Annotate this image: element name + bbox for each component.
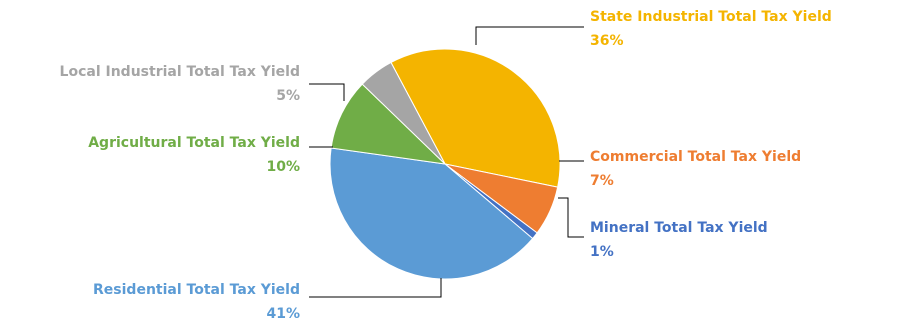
label-mineral: Mineral Total Tax Yield <box>590 220 768 236</box>
leader-line-mineral <box>558 197 584 238</box>
leader-line-residential <box>309 278 442 298</box>
leader-line-local-industrial <box>309 83 345 101</box>
pct-agricultural: 10% <box>266 159 300 175</box>
pct-residential: 41% <box>266 306 300 322</box>
pct-commercial: 7% <box>590 173 614 189</box>
label-agricultural: Agricultural Total Tax Yield <box>88 135 300 151</box>
slice-residential-total-tax-yield <box>329 147 534 280</box>
slice-state-industrial-total-tax-yield <box>390 48 561 188</box>
leader-line-state-industrial <box>475 26 584 45</box>
leader-lines <box>309 26 584 298</box>
slice-local-industrial-total-tax-yield <box>361 61 446 165</box>
pct-local-industrial: 5% <box>276 88 300 104</box>
label-local-industrial: Local Industrial Total Tax Yield <box>60 64 300 80</box>
label-state-industrial: State Industrial Total Tax Yield <box>590 9 832 25</box>
label-commercial: Commercial Total Tax Yield <box>590 149 801 165</box>
pct-state-industrial: 36% <box>590 33 624 49</box>
label-residential: Residential Total Tax Yield <box>93 282 300 298</box>
pie-slices <box>329 48 561 280</box>
pct-mineral: 1% <box>590 244 614 260</box>
slice-labels: State Industrial Total Tax Yield 36% Com… <box>60 9 832 322</box>
